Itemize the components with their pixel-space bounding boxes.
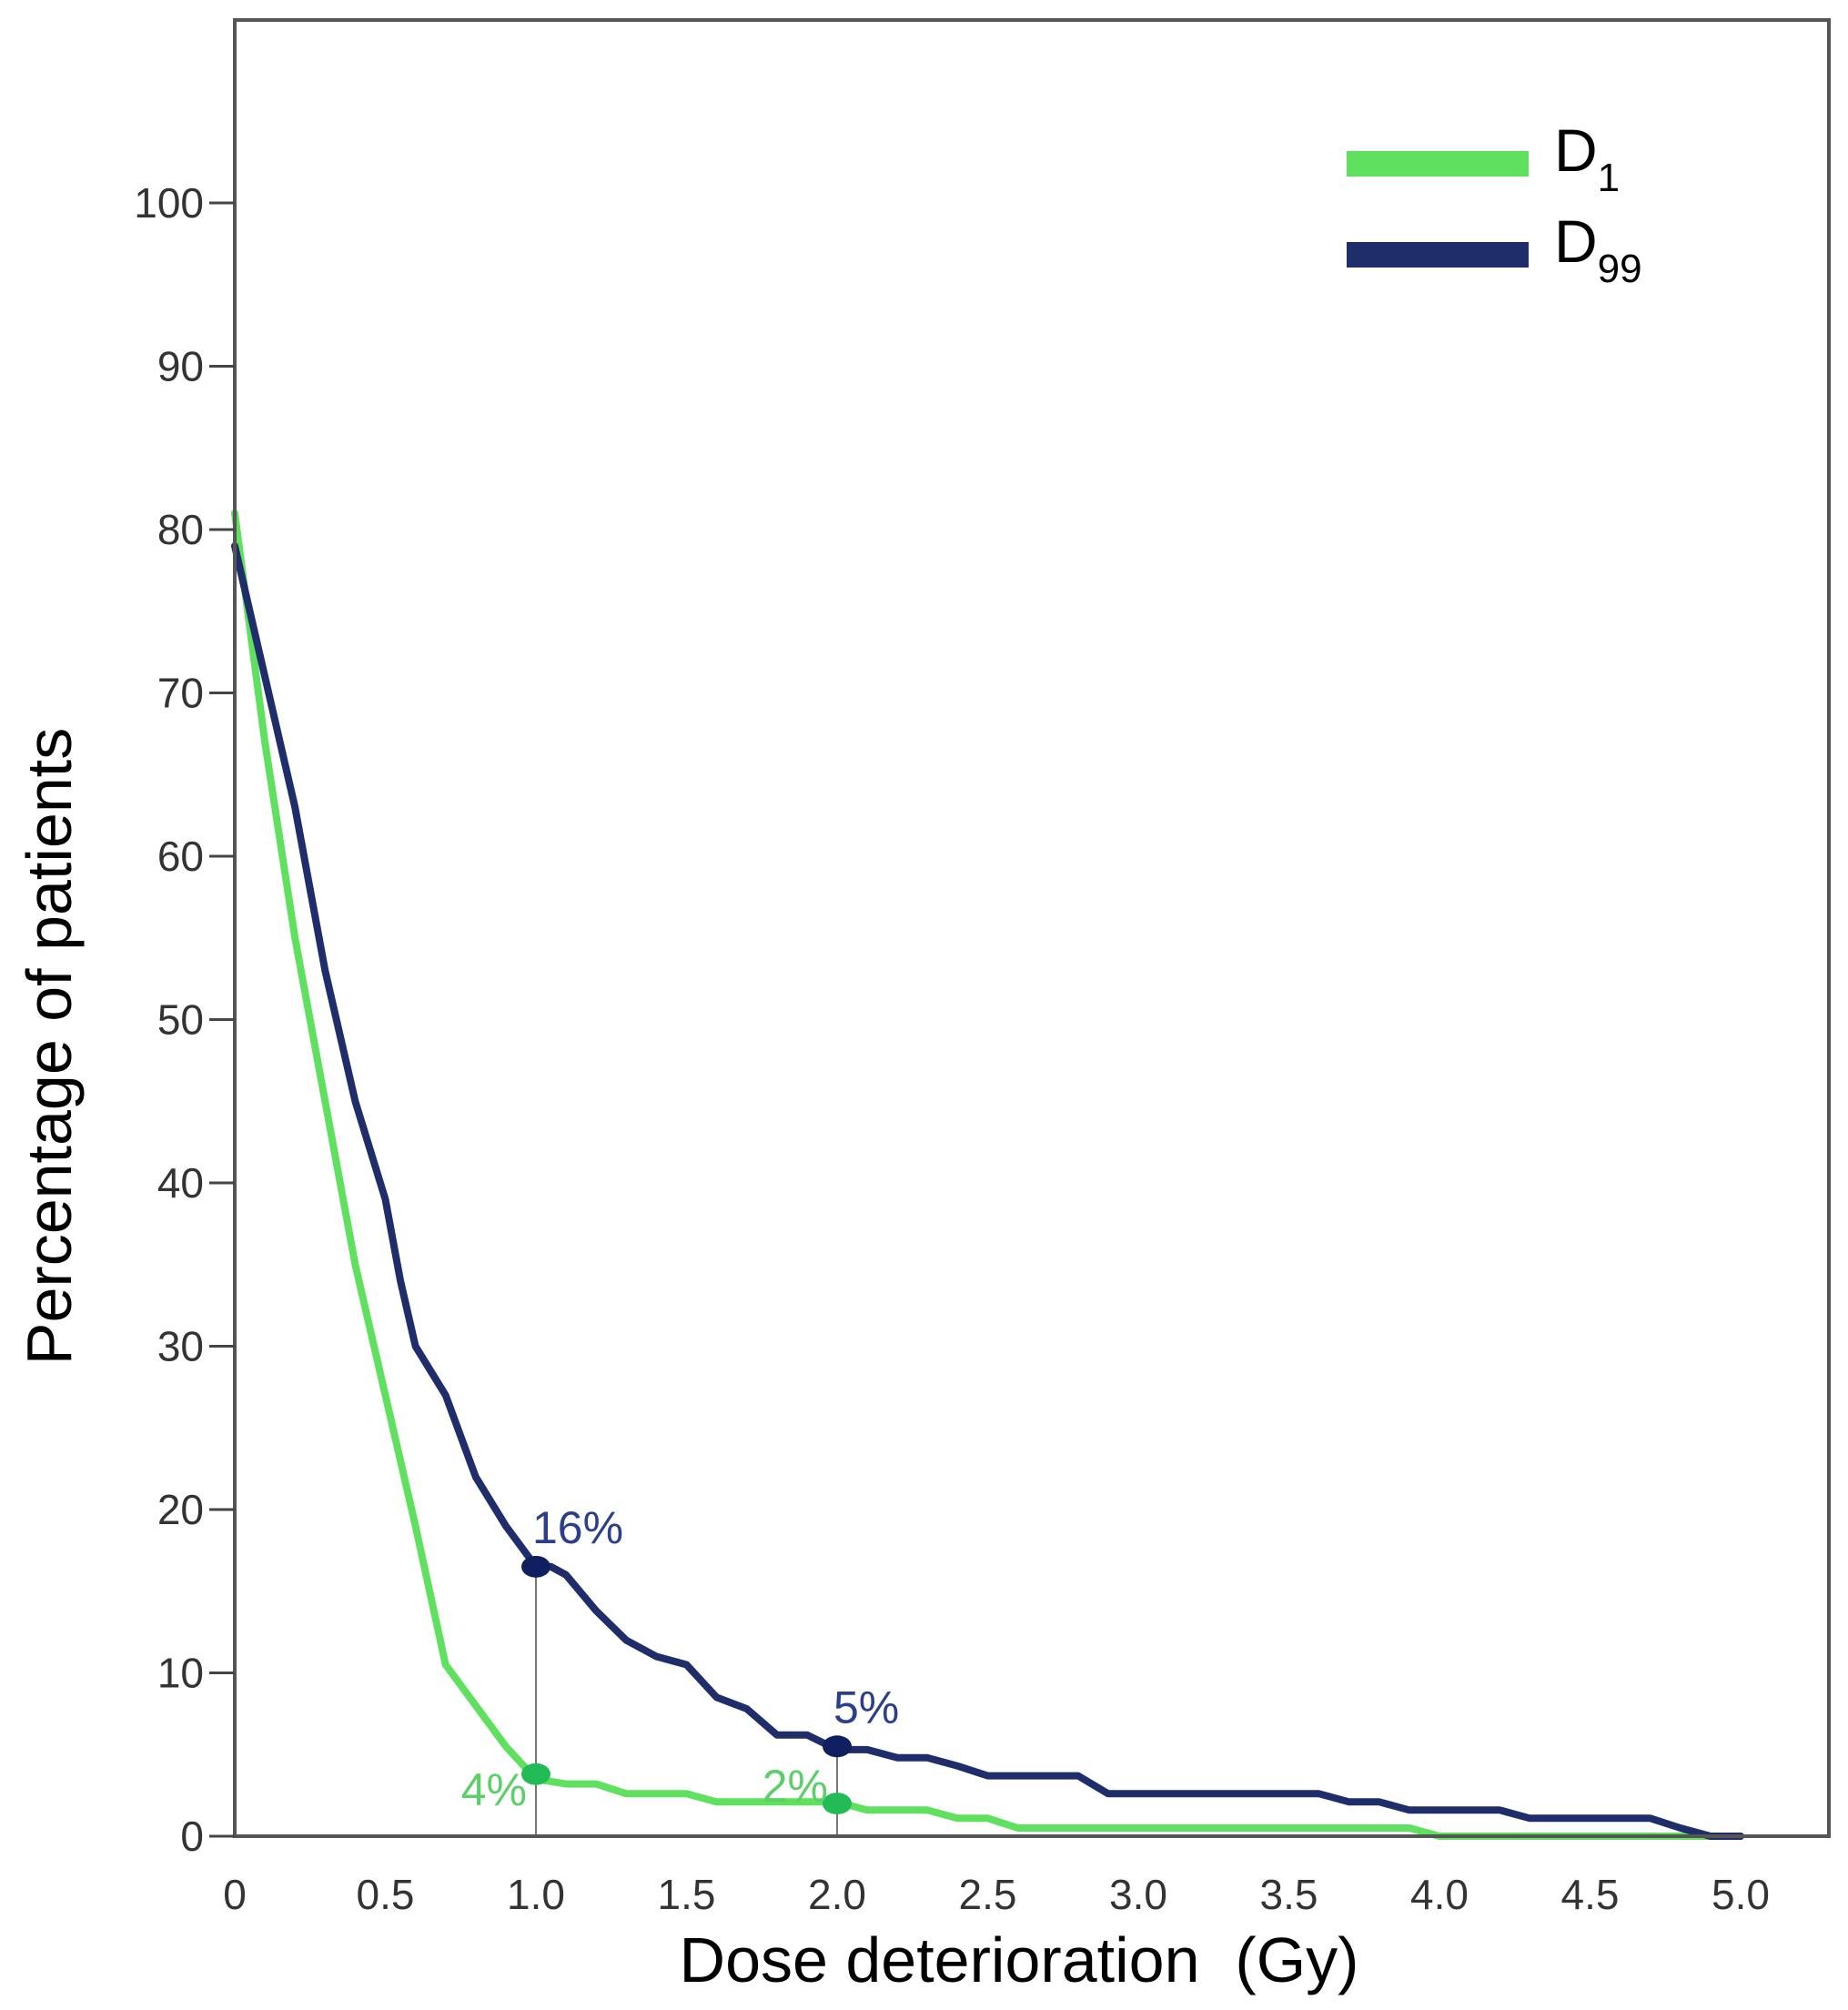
y-tick-label: 100: [134, 179, 204, 227]
annotation-markers: 16% 5% 4% 2%: [461, 1502, 900, 1815]
y-tick-label: 40: [157, 1159, 204, 1207]
y-tick-label: 70: [157, 670, 204, 717]
x-tick-label: 0.5: [357, 1871, 415, 1918]
x-axis: 0 0.5 1.0 1.5 2.0 2.5 3.0 3.5 4.0 4.5 5.0: [223, 1871, 1770, 1918]
annotation-label: 4%: [461, 1764, 527, 1815]
x-tick-label: 1.5: [658, 1871, 716, 1918]
x-tick-label: 3.5: [1260, 1871, 1318, 1918]
x-tick-label: 4.0: [1410, 1871, 1469, 1918]
annotation-marker-d99: [521, 1555, 550, 1578]
y-tick-label: 50: [157, 996, 204, 1044]
annotation-label: 16%: [532, 1502, 623, 1553]
x-tick-label: 4.5: [1561, 1871, 1620, 1918]
y-axis: 0 10 20 30 40 50 60 70 80 90 100: [134, 179, 235, 1860]
y-tick-label: 30: [157, 1323, 204, 1370]
legend-label-d1: D1: [1554, 116, 1620, 200]
x-tick-label: 5.0: [1712, 1871, 1770, 1918]
y-tick-label: 20: [157, 1486, 204, 1533]
plot-frame: [233, 18, 1831, 1838]
annotation-marker-d1: [521, 1763, 550, 1785]
y-tick-label: 80: [157, 506, 204, 553]
y-tick-label: 10: [157, 1650, 204, 1697]
y-tick-label: 60: [157, 833, 204, 880]
x-tick-label: 3.0: [1109, 1871, 1167, 1918]
series-line-d1: [231, 510, 1744, 1840]
guide-lines: [535, 1566, 838, 1836]
annotation-marker-d1: [823, 1793, 852, 1815]
x-tick-label: 2.0: [808, 1871, 866, 1918]
annotation-label: 2%: [762, 1761, 828, 1812]
y-axis-title: Percentage of patients: [14, 728, 85, 1365]
annotation-label: 5%: [833, 1682, 899, 1732]
annotation-marker-d99: [823, 1735, 852, 1758]
series-lines: [231, 510, 1744, 1840]
x-axis-title: Dose deterioration (Gy): [680, 1924, 1359, 1995]
y-tick-label: 90: [157, 343, 204, 390]
legend: D1 D99: [1347, 116, 1642, 291]
series-line-d99: [231, 542, 1744, 1840]
x-tick-label: 1.0: [507, 1871, 565, 1918]
x-tick-label: 2.5: [959, 1871, 1017, 1918]
x-tick-label: 0: [223, 1871, 247, 1918]
legend-label-d99: D99: [1554, 207, 1642, 291]
plot-border: [233, 18, 1831, 1838]
y-tick-label: 0: [180, 1813, 204, 1860]
